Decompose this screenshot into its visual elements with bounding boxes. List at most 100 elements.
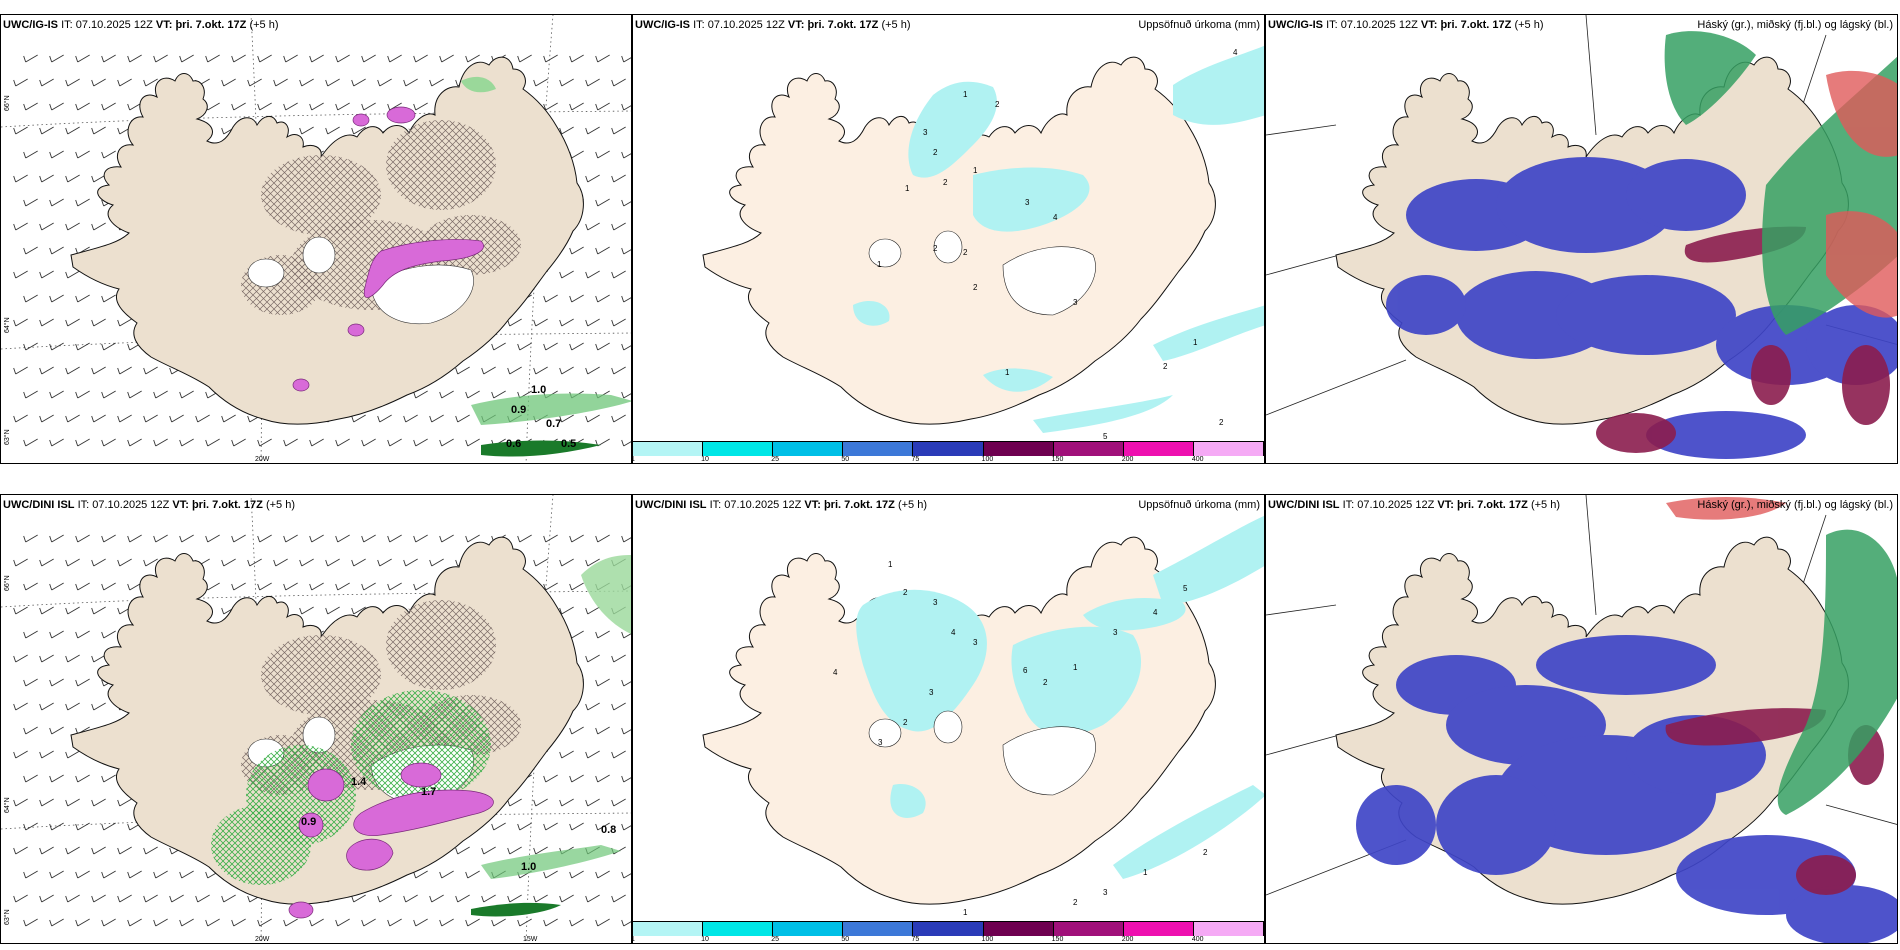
precip-value: 3 bbox=[973, 638, 978, 647]
colorbar-swatch bbox=[1053, 922, 1124, 936]
colorbar-label: 200 bbox=[1121, 456, 1134, 463]
precip-value: 5 bbox=[1183, 584, 1188, 593]
precip-value: 2 bbox=[933, 148, 938, 157]
colorbar-label: 150 bbox=[1051, 456, 1064, 463]
field-value: 0.6 bbox=[506, 438, 521, 450]
precip-value: 4 bbox=[1053, 213, 1058, 222]
colorbar-label: 400 bbox=[1191, 936, 1204, 943]
colorbar-label: 200 bbox=[1121, 936, 1134, 943]
precip-value: 3 bbox=[1025, 198, 1030, 207]
panel-precip-top: UWC/IG-IS IT: 07.10.2025 12Z VT: þri. 7.… bbox=[632, 14, 1265, 464]
precip-value: 6 bbox=[1023, 666, 1028, 675]
colorbar-swatch bbox=[773, 442, 844, 456]
precip-value: 3 bbox=[1113, 628, 1118, 637]
colorbar-label: 10 bbox=[701, 456, 709, 463]
map-wind-bottom: 0.8 1.0 1.4 1.7 0.9 66°N 64°N 63°N 20W 15W bbox=[1, 495, 631, 943]
lat-label: 66°N bbox=[3, 95, 11, 111]
precip-value: 2 bbox=[1203, 848, 1208, 857]
precip-value: 1 bbox=[877, 260, 882, 269]
precip-value: 2 bbox=[943, 178, 948, 187]
colorbar-label: 150 bbox=[1051, 936, 1064, 943]
field-value: 0.8 bbox=[601, 824, 616, 836]
colorbar-label: 10 bbox=[701, 936, 709, 943]
field-value: 0.7 bbox=[546, 418, 561, 430]
lon-label: 15W bbox=[523, 936, 538, 943]
colorbar-label: 75 bbox=[911, 936, 920, 943]
colorbar-swatch bbox=[1053, 442, 1124, 456]
panel-title: Uppsöfnuð úrkoma (mm) bbox=[1138, 19, 1260, 31]
precip-value: 2 bbox=[1163, 362, 1168, 371]
map-cloud-bottom bbox=[1266, 495, 1897, 943]
precip-value: 1 bbox=[1073, 663, 1078, 672]
panel-precip-bottom: UWC/DINI ISL IT: 07.10.2025 12Z VT: þri.… bbox=[632, 494, 1265, 944]
field-value: 1.4 bbox=[351, 776, 367, 788]
colorbar: 1 10 25 50 75 100 150 200 400 bbox=[633, 921, 1264, 943]
colorbar-label: 1 bbox=[633, 456, 635, 463]
panel-wind-top: UWC/IG-IS IT: 07.10.2025 12Z VT: þri. 7.… bbox=[0, 14, 632, 464]
lon-label: 20W bbox=[255, 936, 270, 943]
panel-header: UWC/IG-IS IT: 07.10.2025 12Z VT: þri. 7.… bbox=[635, 19, 911, 31]
precip-value: 3 bbox=[1073, 298, 1078, 307]
colorbar-label: 75 bbox=[911, 456, 920, 463]
precip-value: 4 bbox=[833, 668, 838, 677]
field-value: 1.0 bbox=[521, 861, 536, 873]
precip-value: 2 bbox=[963, 248, 968, 257]
colorbar-swatch bbox=[1193, 922, 1264, 936]
precip-value: 1 bbox=[1193, 338, 1198, 347]
colorbar-swatch bbox=[1123, 442, 1194, 456]
colorbar-label: 1 bbox=[633, 936, 635, 943]
map-wind-top: 0.9 0.7 0.6 0.5 1.0 66°N 64°N 63°N 20W bbox=[1, 15, 631, 463]
precip-value: 2 bbox=[1073, 898, 1078, 907]
colorbar-swatch bbox=[983, 922, 1054, 936]
panel-header: UWC/IG-IS IT: 07.10.2025 12Z VT: þri. 7.… bbox=[3, 19, 279, 31]
precip-value: 3 bbox=[1103, 888, 1108, 897]
colorbar-label: 50 bbox=[841, 456, 850, 463]
precip-value: 1 bbox=[963, 908, 968, 917]
colorbar-label: 25 bbox=[771, 936, 780, 943]
panel-title: Uppsöfnuð úrkoma (mm) bbox=[1138, 499, 1260, 511]
field-value: 0.9 bbox=[511, 404, 526, 416]
colorbar-label: 400 bbox=[1191, 456, 1204, 463]
panel-cloud-bottom: UWC/DINI ISL IT: 07.10.2025 12Z VT: þri.… bbox=[1265, 494, 1898, 944]
panel-header: UWC/IG-IS IT: 07.10.2025 12Z VT: þri. 7.… bbox=[1268, 19, 1544, 31]
precip-value: 1 bbox=[1143, 868, 1148, 877]
colorbar-swatch bbox=[703, 442, 774, 456]
colorbar-swatch bbox=[983, 442, 1054, 456]
precip-value: 2 bbox=[933, 244, 938, 253]
colorbar-swatch bbox=[1123, 922, 1194, 936]
lat-label: 64°N bbox=[3, 317, 11, 333]
precip-value: 1 bbox=[905, 184, 910, 193]
precip-value: 3 bbox=[923, 128, 928, 137]
precip-value: 5 bbox=[1103, 432, 1108, 441]
precip-value: 2 bbox=[973, 283, 978, 292]
map-cloud-top bbox=[1266, 15, 1897, 459]
colorbar-swatch bbox=[843, 922, 914, 936]
precip-value: 4 bbox=[1233, 48, 1238, 57]
precip-value: 4 bbox=[1153, 608, 1158, 617]
map-precip-top: 1 2 3 2 1 1 2 3 4 2 1 2 2 3 1 5 2 2 1 4 bbox=[702, 45, 1264, 441]
lat-label: 63°N bbox=[3, 429, 11, 445]
panel-title: Háský (gr.), miðský (fj.bl.) og lágský (… bbox=[1697, 499, 1893, 511]
precip-value: 2 bbox=[903, 718, 908, 727]
field-value: 1.7 bbox=[421, 786, 436, 798]
panel-cloud-top: UWC/IG-IS IT: 07.10.2025 12Z VT: þri. 7.… bbox=[1265, 14, 1898, 464]
precip-value: 1 bbox=[963, 90, 968, 99]
precip-value: 2 bbox=[995, 100, 1000, 109]
field-value: 1.0 bbox=[531, 384, 546, 396]
panel-header: UWC/DINI ISL IT: 07.10.2025 12Z VT: þri.… bbox=[3, 499, 295, 511]
field-value: 0.5 bbox=[561, 438, 576, 450]
field-value: 0.9 bbox=[301, 816, 316, 828]
precip-value: 3 bbox=[929, 688, 934, 697]
colorbar-swatch bbox=[913, 922, 984, 936]
lat-label: 63°N bbox=[3, 909, 11, 925]
colorbar-label: 100 bbox=[981, 456, 994, 463]
lat-label: 66°N bbox=[3, 575, 11, 591]
precip-value: 2 bbox=[1219, 418, 1224, 427]
colorbar-label: 100 bbox=[981, 936, 994, 943]
colorbar-swatch bbox=[773, 922, 844, 936]
colorbar-swatch bbox=[913, 442, 984, 456]
colorbar-label: 25 bbox=[771, 456, 780, 463]
precip-value: 2 bbox=[903, 588, 908, 597]
panel-header: UWC/DINI ISL IT: 07.10.2025 12Z VT: þri.… bbox=[635, 499, 927, 511]
precip-value: 1 bbox=[973, 166, 978, 175]
